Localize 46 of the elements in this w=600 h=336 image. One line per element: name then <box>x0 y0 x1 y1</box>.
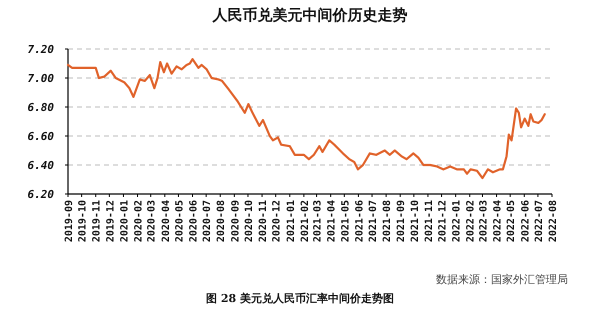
x-tick-label: 2020-01 <box>119 200 130 242</box>
x-tick-label: 2020-05 <box>174 200 186 242</box>
x-tick-label: 2020-09 <box>230 200 242 242</box>
x-tick-label: 2022-06 <box>520 200 532 242</box>
x-tick-label: 2020-06 <box>188 200 200 242</box>
x-tick-label: 2021-01 <box>286 200 297 242</box>
y-tick-label: 7.20 <box>28 43 54 56</box>
y-tick-label: 6.40 <box>28 159 54 172</box>
y-tick-label: 7.00 <box>28 72 54 85</box>
x-tick-label: 2022-07 <box>534 200 545 242</box>
y-tick-label: 6.80 <box>28 101 54 114</box>
x-tick-label: 2022-05 <box>506 200 518 242</box>
x-tick-label: 2021-03 <box>312 200 324 242</box>
x-tick-label: 2021-09 <box>396 200 408 242</box>
chart-title: 人民币兑美元中间价历史走势 <box>212 6 408 24</box>
x-tick-label: 2022-01 <box>452 200 463 242</box>
x-tick-label: 2021-11 <box>424 200 435 242</box>
x-tick-label: 2021-06 <box>354 200 366 242</box>
x-tick-label: 2019-10 <box>78 200 89 242</box>
x-tick-label: 2021-10 <box>410 200 421 242</box>
x-tick-label: 2019-12 <box>105 200 116 242</box>
x-tick-label: 2021-12 <box>438 200 449 242</box>
source-note: 数据来源：国家外汇管理局 <box>436 273 568 286</box>
x-tick-label: 2020-04 <box>160 200 172 242</box>
x-tick-label: 2022-04 <box>492 200 504 242</box>
x-tick-label: 2021-08 <box>382 200 394 242</box>
x-tick-label: 2019-09 <box>64 200 75 242</box>
y-tick-label: 6.20 <box>28 188 54 201</box>
x-tick-label: 2020-12 <box>272 200 283 242</box>
x-tick-label: 2020-10 <box>244 200 255 242</box>
x-tick-label: 2020-07 <box>202 200 214 242</box>
x-tick-label: 2019-11 <box>92 200 103 242</box>
x-tick-label: 2020-11 <box>258 200 270 242</box>
caption: 图 28 美元兑人民币汇率中间价走势图 <box>206 292 394 305</box>
line-series <box>66 58 546 180</box>
x-tick-label: 2021-02 <box>300 200 311 242</box>
x-tick-label: 2020-03 <box>146 200 158 242</box>
x-tick-label: 2022-03 <box>478 200 490 242</box>
x-tick-label: 2021-07 <box>368 200 380 242</box>
x-tick-label: 2022-08 <box>548 200 559 242</box>
x-tick-label: 2021-05 <box>340 200 352 242</box>
y-tick-label: 6.60 <box>28 130 54 143</box>
x-tick-label: 2020-02 <box>134 200 145 242</box>
x-tick-label: 2022-02 <box>466 200 477 242</box>
x-tick-label: 2020-08 <box>216 200 228 242</box>
x-tick-label: 2021-04 <box>326 200 338 242</box>
